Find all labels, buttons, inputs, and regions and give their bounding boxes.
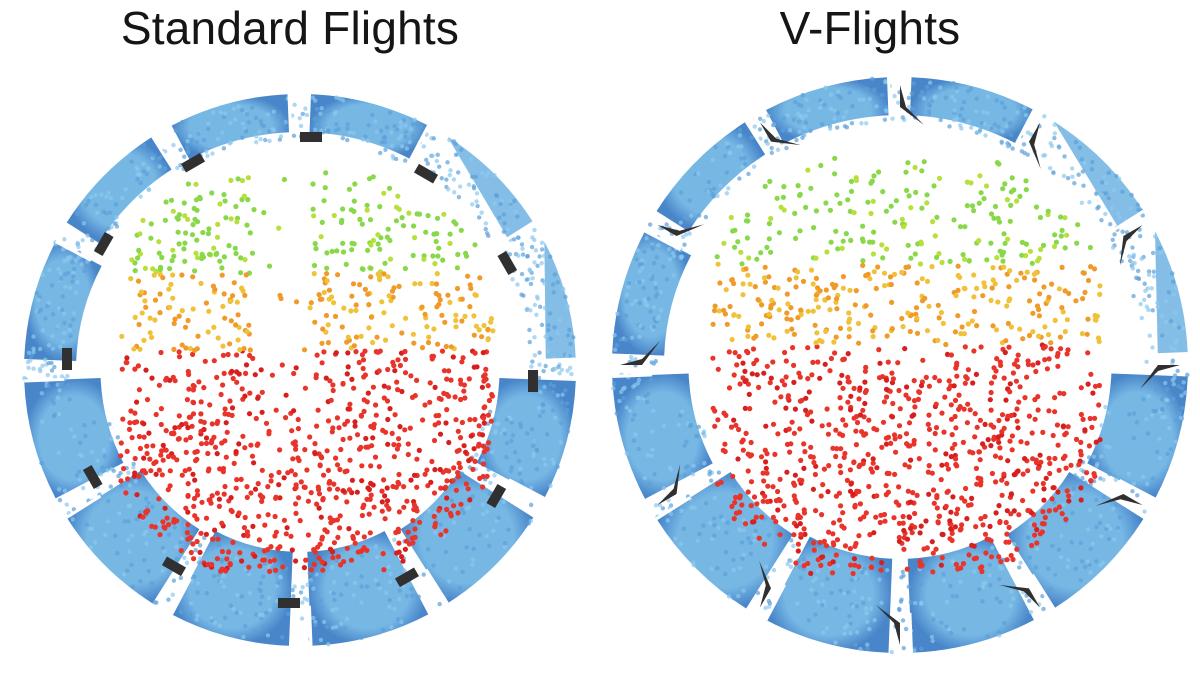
standard-flights-panel: Standard Flights: [22, 2, 576, 647]
panel-title: Standard Flights: [120, 2, 460, 54]
standard-flights-drum-image: [22, 94, 576, 647]
v-flights-drum-image: [611, 76, 1190, 655]
v-flights-panel: V-Flights: [600, 0, 1200, 676]
panel-title: V-Flights: [779, 2, 961, 54]
